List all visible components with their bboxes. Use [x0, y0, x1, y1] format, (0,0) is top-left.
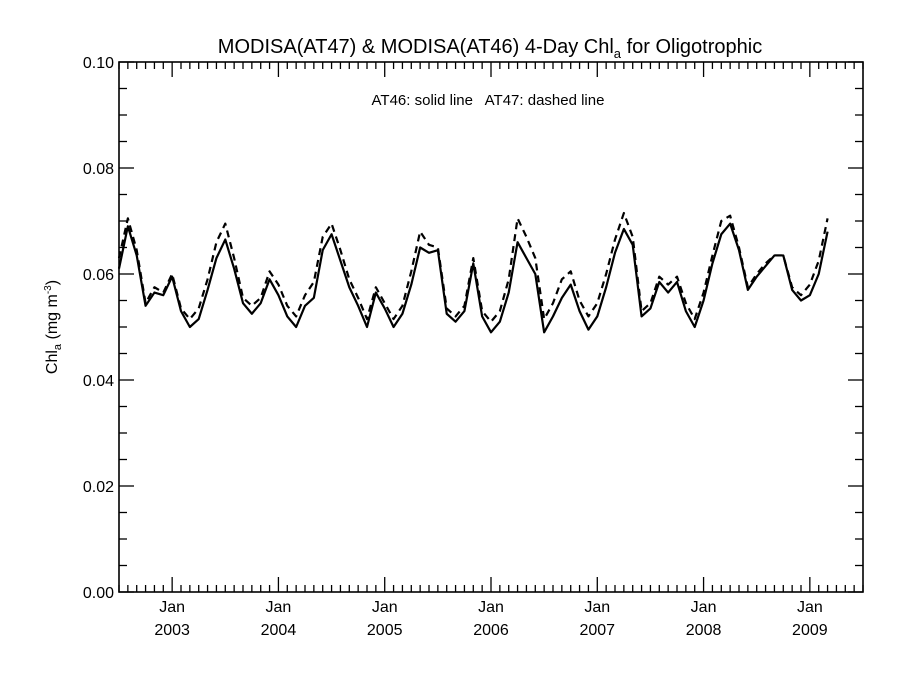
y-tick-label: 0.02	[83, 479, 114, 496]
y-tick-label: 0.08	[83, 161, 114, 178]
y-axis-label-subscript: a	[52, 343, 64, 350]
x-tick-label-month: Jan	[478, 599, 504, 616]
x-tick-label-year: 2005	[367, 622, 403, 639]
x-tick-label-year: 2008	[686, 622, 722, 639]
y-axis-label-middle: (mg m	[44, 294, 61, 344]
chart-title-suffix: for Oligotrophic	[621, 36, 762, 58]
x-ticks: Jan 2003 Jan 2004 Jan 2005 Jan 2006 Jan 2007 Jan 20…	[118, 62, 864, 639]
y-tick-label: 0.10	[83, 55, 114, 72]
series-line-at47	[117, 211, 829, 323]
y-axis-label-superscript: -3	[43, 285, 54, 294]
y-ticks: 0.00 0.02 0.04 0.06 0.08 0.10	[83, 55, 863, 602]
x-tick-label-year: 2003	[154, 622, 190, 639]
chart-title-main: MODISA(AT47) & MODISA(AT46) 4-Day Chl	[218, 36, 614, 58]
x-tick-label-month: Jan	[797, 599, 823, 616]
series-layer	[117, 211, 829, 334]
x-tick-label-month: Jan	[266, 599, 292, 616]
y-axis-label: Chla (mg m-3)	[43, 280, 64, 374]
series-line-at46	[117, 222, 829, 334]
y-axis-label-suffix: )	[44, 280, 61, 285]
chart-title-subscript: a	[614, 46, 622, 61]
x-tick-label-month: Jan	[584, 599, 610, 616]
x-tick-label-month: Jan	[691, 599, 717, 616]
x-tick-label-year: 2009	[792, 622, 828, 639]
y-tick-label: 0.00	[83, 585, 114, 602]
plot-frame	[118, 61, 864, 593]
x-tick-label-year: 2007	[579, 622, 615, 639]
x-tick-label-month: Jan	[159, 599, 185, 616]
y-axis-label-main: Chl	[44, 350, 61, 374]
x-tick-label-month: Jan	[372, 599, 398, 616]
x-tick-label-year: 2006	[473, 622, 509, 639]
x-tick-label-year: 2004	[261, 622, 297, 639]
chart-title: MODISA(AT47) & MODISA(AT46) 4-Day Chla f…	[218, 36, 762, 61]
legend-annotation: AT46: solid line AT47: dashed line	[372, 92, 605, 109]
y-tick-label: 0.06	[83, 267, 114, 284]
y-tick-label: 0.04	[83, 373, 114, 390]
